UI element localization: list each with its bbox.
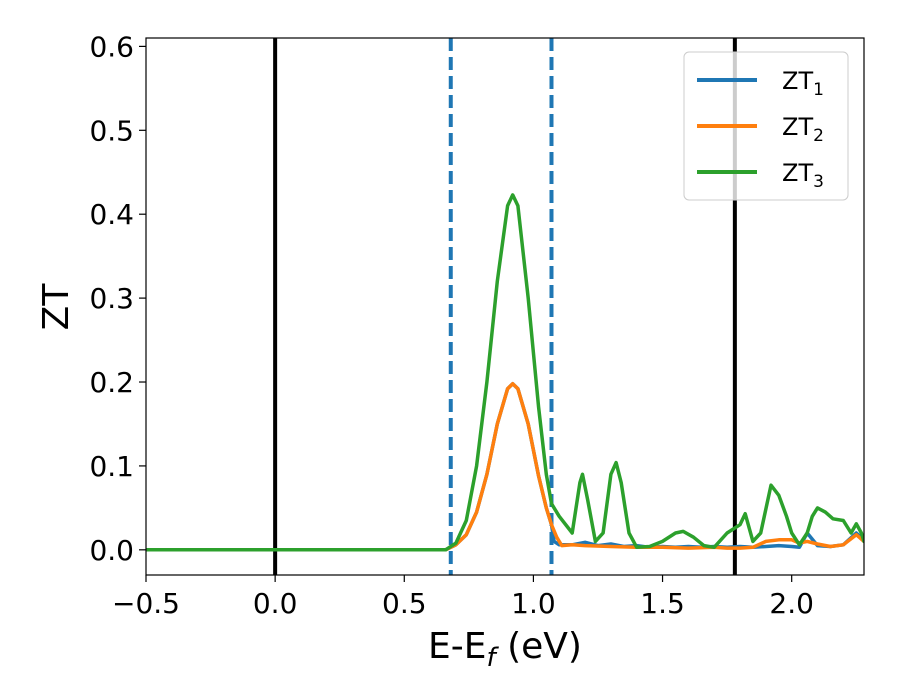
y-tick-label: 0.1 — [89, 450, 134, 483]
y-tick-label: 0.2 — [89, 366, 134, 399]
x-axis-title-main: E-E — [428, 626, 486, 667]
legend-box — [683, 51, 849, 201]
x-tick-label: 2.0 — [769, 587, 814, 620]
legend: ZT1 ZT2 ZT3 — [683, 51, 849, 201]
y-tick-label: 0.4 — [89, 198, 134, 231]
y-tick-label: 0.6 — [89, 30, 134, 63]
y-tick-label: 0.3 — [89, 282, 134, 315]
legend-label: ZT2 — [782, 113, 824, 146]
series-layer — [146, 193, 864, 552]
x-axis: −0.5 0.0 0.5 1.0 1.5 2.0 — [112, 575, 814, 620]
reference-lines — [273, 38, 737, 575]
series-line-zt2 — [146, 381, 864, 552]
x-axis-title: E-Ef (eV) — [428, 626, 582, 673]
y-axis-title: ZT — [36, 283, 77, 331]
x-tick-label: 0.5 — [382, 587, 427, 620]
x-tick-label: 1.0 — [511, 587, 556, 620]
legend-label: ZT3 — [782, 159, 824, 192]
x-tick-label: 1.5 — [640, 587, 685, 620]
plot-frame — [145, 37, 865, 576]
y-tick-label: 0.0 — [89, 534, 134, 567]
x-tick-label: −0.5 — [112, 587, 180, 620]
x-tick-label: 0.0 — [253, 587, 298, 620]
series-line-zt1 — [146, 381, 864, 552]
legend-label: ZT1 — [782, 67, 824, 100]
y-axis: 0.0 0.1 0.2 0.3 0.4 0.5 0.6 — [89, 30, 146, 567]
y-tick-label: 0.5 — [89, 114, 134, 147]
x-axis-title-suffix: (eV) — [496, 626, 582, 667]
series-line-zt3 — [146, 193, 864, 552]
